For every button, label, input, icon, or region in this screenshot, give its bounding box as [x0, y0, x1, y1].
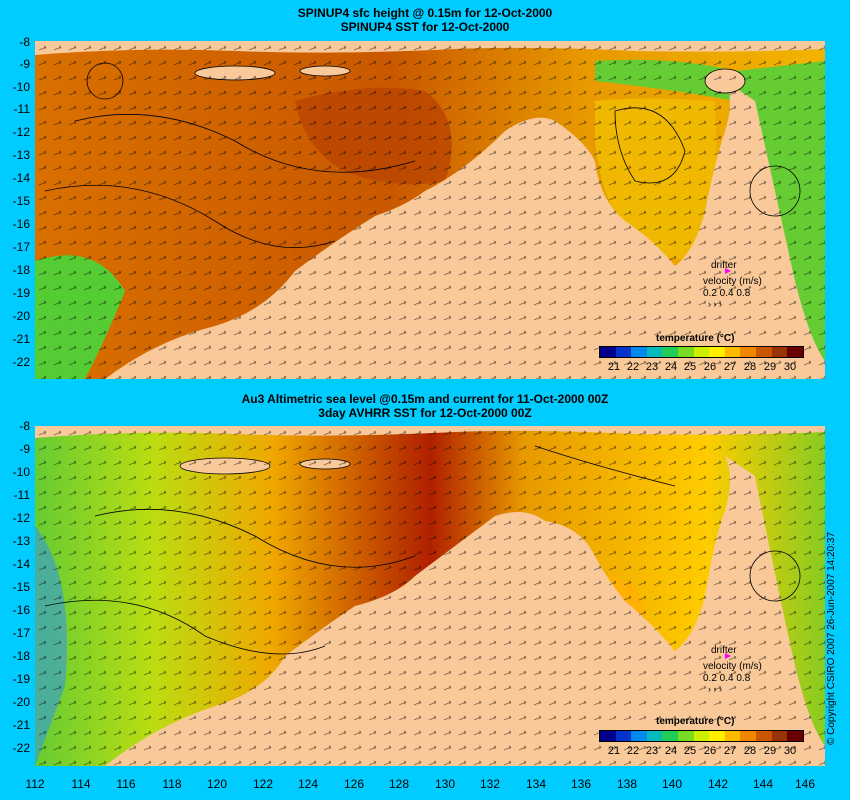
bottom-legend-tick: 27 [723, 745, 737, 757]
top-velocity-scale: 0.2 0.4 0.8 [703, 288, 751, 299]
top-legend-title: temperature (°C) [656, 333, 735, 344]
bottom-legend-tick: 29 [763, 745, 777, 757]
bottom-legend-tick: 30 [783, 745, 797, 757]
top-velocity-arrows-icon: › › › [708, 299, 722, 309]
bottom-drifter-marker-icon [725, 653, 731, 659]
bottom-y-label: -9 [19, 442, 30, 456]
x-label: 132 [479, 777, 501, 791]
bottom-legend-title: temperature (°C) [656, 716, 735, 727]
top-y-label: -9 [19, 57, 30, 71]
x-label: 120 [206, 777, 228, 791]
bottom-velocity-scale: 0.2 0.4 0.8 [703, 673, 751, 684]
top-velocity-label: velocity (m/s) [703, 276, 762, 287]
x-label: 118 [162, 777, 182, 791]
x-label: 146 [794, 777, 816, 791]
bottom-legend-tick: 24 [664, 745, 678, 757]
top-drifter-label: drifter [711, 260, 737, 271]
x-label: 142 [707, 777, 729, 791]
bottom-legend-tick: 23 [645, 745, 659, 757]
bottom-legend-colorbar [599, 730, 804, 742]
top-y-label: -10 [12, 80, 30, 94]
bottom-y-label: -18 [12, 649, 30, 663]
x-label: 122 [252, 777, 274, 791]
bottom-y-label: -17 [12, 626, 30, 640]
bottom-y-label: -22 [12, 741, 30, 755]
x-label: 126 [343, 777, 365, 791]
x-label: 144 [752, 777, 774, 791]
copyright-text: © Copyright CSIRO 2007 26-Jun-2007 14:20… [826, 531, 837, 745]
top-y-label: -17 [12, 240, 30, 254]
bottom-drifter-label: drifter [711, 645, 737, 656]
bottom-y-label: -14 [12, 557, 30, 571]
top-title-line1: SPINUP4 sfc height @ 0.15m for 12-Oct-20… [297, 6, 553, 20]
top-legend-tick: 24 [664, 361, 678, 373]
top-y-label: -14 [12, 171, 30, 185]
top-legend-colorbar [599, 346, 804, 358]
top-y-label: -15 [12, 194, 30, 208]
bottom-y-label: -19 [12, 672, 30, 686]
bottom-legend-tick: 21 [607, 745, 621, 757]
x-label: 112 [25, 777, 45, 791]
x-label: 138 [616, 777, 638, 791]
bottom-y-label: -15 [12, 580, 30, 594]
top-legend-tick: 27 [723, 361, 737, 373]
bottom-legend-tick: 22 [626, 745, 640, 757]
top-y-label: -11 [13, 102, 30, 116]
x-label: 136 [570, 777, 592, 791]
bottom-title-line1: Au3 Altimetric sea level @0.15m and curr… [241, 392, 609, 406]
top-legend-tick: 22 [626, 361, 640, 373]
top-y-label: -16 [12, 217, 30, 231]
top-map-panel [35, 41, 825, 379]
top-y-label: -20 [12, 309, 30, 323]
top-y-label: -21 [12, 332, 30, 346]
top-legend-tick: 26 [703, 361, 717, 373]
x-label: 134 [525, 777, 547, 791]
top-y-label: -22 [12, 355, 30, 369]
bottom-y-label: -11 [13, 488, 30, 502]
top-y-label: -8 [19, 35, 30, 49]
bottom-y-label: -12 [12, 511, 30, 525]
bottom-y-label: -21 [12, 718, 30, 732]
top-title-line2: SPINUP4 SST for 12-Oct-2000 [340, 20, 510, 34]
top-legend-tick: 25 [683, 361, 697, 373]
top-legend-tick: 28 [743, 361, 757, 373]
bottom-legend-tick: 26 [703, 745, 717, 757]
top-legend-tick: 29 [763, 361, 777, 373]
x-label: 130 [434, 777, 456, 791]
bottom-title-line2: 3day AVHRR SST for 12-Oct-2000 00Z [318, 406, 532, 420]
bottom-map-svg [35, 426, 825, 766]
bottom-map-panel [35, 426, 825, 766]
bottom-legend-tick: 28 [743, 745, 757, 757]
x-label: 140 [661, 777, 683, 791]
bottom-velocity-label: velocity (m/s) [703, 661, 762, 672]
bottom-y-label: -13 [12, 534, 30, 548]
bottom-y-label: -20 [12, 695, 30, 709]
top-y-label: -18 [12, 263, 30, 277]
top-y-label: -12 [12, 125, 30, 139]
top-legend-tick: 23 [645, 361, 659, 373]
bottom-y-label: -10 [12, 465, 30, 479]
top-legend-tick: 21 [607, 361, 621, 373]
top-y-label: -19 [12, 286, 30, 300]
x-label: 116 [116, 777, 136, 791]
top-drifter-marker-icon [725, 268, 731, 274]
bottom-legend-tick: 25 [683, 745, 697, 757]
x-label: 124 [297, 777, 319, 791]
bottom-y-label: -8 [19, 419, 30, 433]
x-label: 128 [388, 777, 410, 791]
top-legend-tick: 30 [783, 361, 797, 373]
bottom-y-label: -16 [12, 603, 30, 617]
top-y-label: -13 [12, 148, 30, 162]
bottom-velocity-arrows-icon: › › › [708, 684, 722, 694]
top-map-svg [35, 41, 825, 379]
x-label: 114 [71, 777, 91, 791]
